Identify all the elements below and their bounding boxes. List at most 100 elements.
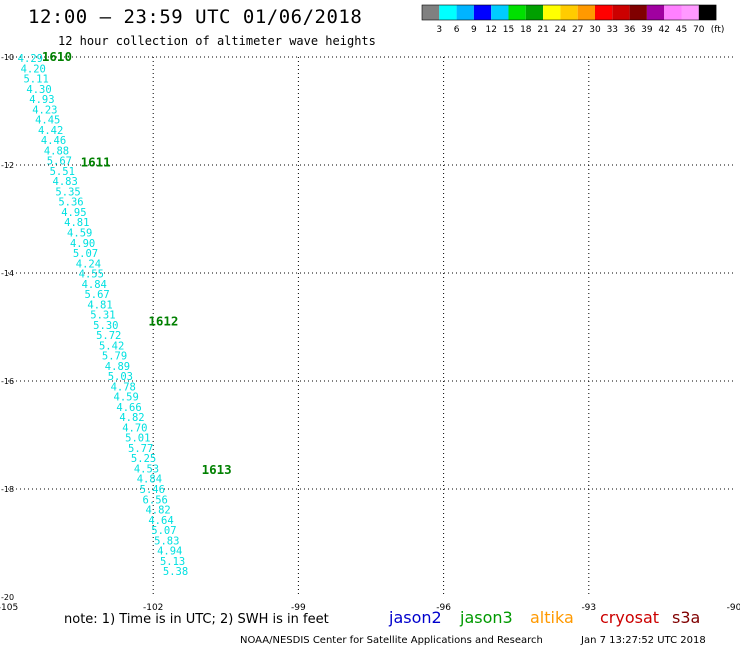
scale-swatch [646, 5, 665, 20]
scale-swatch [439, 5, 457, 20]
wave-height-point: 5.46 [140, 484, 165, 496]
wave-height-point: 4.81 [64, 217, 89, 229]
scale-swatch [560, 5, 578, 20]
scale-swatch [629, 5, 647, 20]
scale-unit: (ft) [711, 25, 725, 35]
scale-swatch [456, 5, 474, 20]
wave-height-point: 4.55 [79, 269, 104, 281]
pass-time-label: 1612 [148, 314, 178, 329]
wave-height-point: 5.30 [93, 320, 118, 332]
scale-swatch [525, 5, 544, 20]
pass-time-label: 1610 [42, 49, 72, 64]
scale-label: 33 [607, 25, 618, 35]
wave-height-point: 5.42 [99, 340, 124, 352]
wave-height-point: 5.03 [108, 371, 133, 383]
scale-label: 42 [658, 25, 669, 35]
scale-swatch [664, 5, 682, 20]
legend-jason3: jason3 [460, 608, 513, 627]
wave-height-point: 5.51 [50, 166, 75, 178]
wave-height-point: 5.31 [90, 310, 115, 322]
scale-swatch [473, 5, 492, 20]
credit-line: NOAA/NESDIS Center for Satellite Applica… [240, 635, 543, 646]
scale-swatch [577, 5, 595, 20]
wave-height-point: 4.23 [32, 104, 57, 116]
wave-height-point: 4.30 [26, 84, 51, 96]
wave-height-point: 5.13 [160, 556, 185, 568]
x-tick-label: -90 [727, 603, 740, 613]
wave-height-point: 5.77 [128, 443, 153, 455]
scale-label: 15 [503, 25, 514, 35]
wave-height-point: 5.35 [55, 186, 80, 198]
legend-cryosat: cryosat [600, 608, 660, 627]
wave-height-point: 4.82 [145, 505, 170, 517]
x-tick-label: -102 [143, 603, 163, 613]
wave-height-point: 4.29 [18, 53, 43, 65]
scale-swatch [595, 5, 613, 20]
scale-label: 36 [624, 25, 636, 35]
scale-label: 45 [676, 25, 687, 35]
generated-timestamp: Jan 7 13:27:52 UTC 2018 [581, 635, 706, 646]
scale-swatch [681, 5, 699, 20]
wave-height-point: 4.20 [21, 63, 46, 75]
y-tick-label: -12 [1, 161, 14, 170]
wave-height-point: 5.36 [58, 197, 83, 209]
wave-height-point: 4.94 [157, 546, 182, 558]
legend-s3a: s3a [672, 608, 701, 627]
scale-label: 18 [520, 25, 532, 35]
wave-height-point: 4.93 [29, 94, 54, 106]
scale-label: 3 [436, 25, 442, 35]
wave-height-point: 4.82 [119, 412, 144, 424]
wave-height-point: 4.45 [35, 115, 60, 127]
color-scale-bar: 3 6 9 12 15 18 21 24 27 30 33 36 39 42 45 70 (ft) [421, 4, 725, 35]
scale-label: 27 [572, 25, 583, 35]
pass-time-label: 1611 [81, 154, 111, 169]
wave-height-point: 4.59 [114, 392, 139, 404]
scale-frame [421, 4, 717, 21]
wave-height-point: 4.81 [87, 299, 112, 311]
x-tick-label: -96 [436, 603, 451, 613]
y-tick-label: -14 [1, 269, 14, 278]
wave-height-point: 5.67 [84, 289, 109, 301]
scale-swatch [422, 5, 440, 20]
wave-height-point: 4.89 [105, 361, 130, 373]
wave-height-point: 4.53 [134, 463, 159, 475]
wave-height-point: 5.83 [154, 535, 179, 547]
wave-height-point: 5.72 [96, 330, 121, 342]
legend-jason2: jason2 [389, 608, 442, 627]
wave-height-point: 4.59 [67, 228, 92, 240]
wave-height-point: 5.38 [163, 566, 188, 578]
wave-height-point: 5.25 [131, 453, 156, 465]
scale-swatch [508, 5, 526, 20]
wave-height-point: 4.83 [53, 176, 78, 188]
y-tick-label: -18 [1, 485, 14, 494]
scale-swatch [491, 5, 509, 20]
wave-height-point: 4.70 [122, 422, 147, 434]
scale-label: 39 [641, 25, 653, 35]
wave-height-point: 5.11 [23, 74, 48, 86]
wave-height-point: 5.67 [47, 156, 72, 168]
wave-height-point: 5.07 [151, 525, 176, 537]
wave-height-point: 4.46 [41, 135, 66, 147]
wave-height-point: 4.78 [111, 381, 136, 393]
wave-height-point: 4.24 [76, 258, 101, 270]
legend-altika: altika [530, 608, 574, 627]
x-tick-label: -99 [291, 603, 306, 613]
scale-label: 30 [589, 25, 601, 35]
wave-height-point: 4.88 [44, 145, 69, 157]
wave-height-point: 4.66 [116, 402, 141, 414]
y-tick-label: -16 [1, 377, 14, 386]
x-tick-label: -93 [581, 603, 596, 613]
units-note: note: 1) Time is in UTC; 2) SWH is in fe… [64, 612, 329, 627]
scale-label: 24 [555, 25, 567, 35]
y-tick-label: -10 [1, 53, 14, 62]
scale-swatch [698, 5, 717, 20]
scale-label: 9 [471, 25, 477, 35]
pass-time-label: 1613 [202, 462, 232, 477]
scale-label: 6 [454, 25, 460, 35]
x-tick-label: -105 [0, 603, 18, 613]
scale-swatch [612, 5, 630, 20]
page-subtitle: 12 hour collection of altimeter wave hei… [58, 34, 376, 48]
wave-height-point: 6.56 [143, 494, 168, 506]
scale-label: 21 [537, 25, 548, 35]
